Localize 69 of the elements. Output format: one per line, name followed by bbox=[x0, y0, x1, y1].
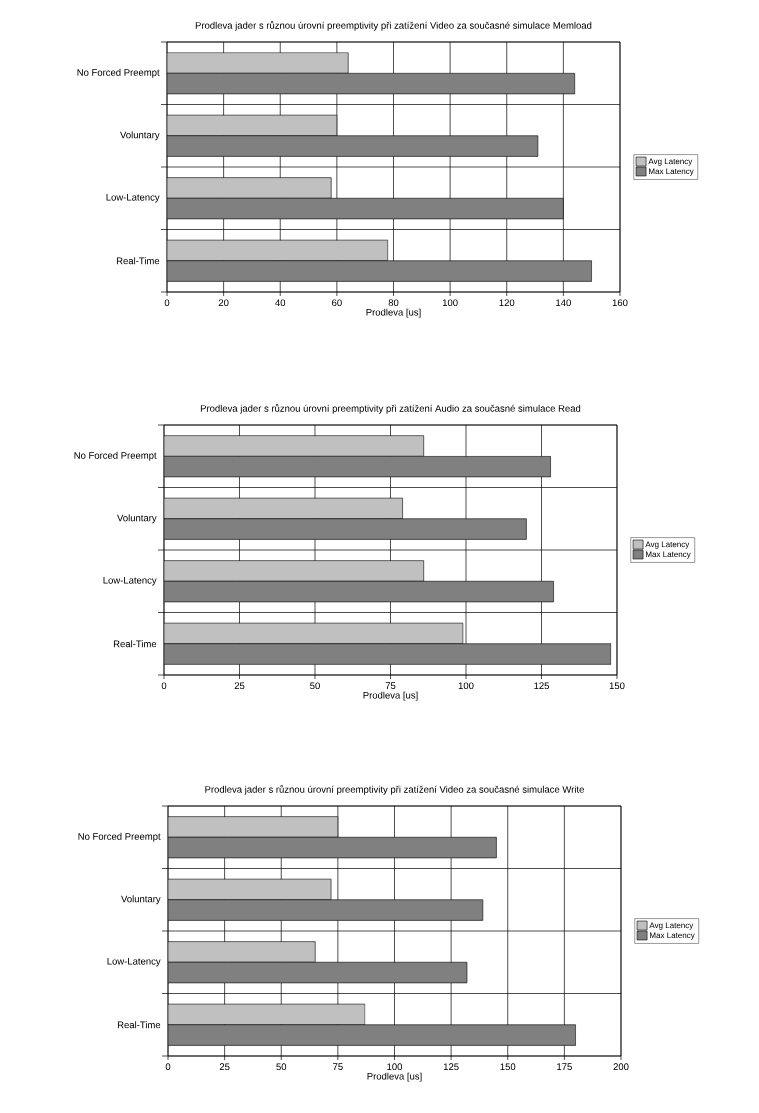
x-tick-label: 0 bbox=[164, 299, 170, 307]
y-tick-label: Voluntary bbox=[120, 131, 160, 141]
y-tick-label: No Forced Preempt bbox=[77, 68, 160, 78]
y-tick-label: Real-Time bbox=[117, 1021, 161, 1029]
bar bbox=[164, 455, 551, 478]
legend-label: Avg Latency bbox=[645, 541, 690, 549]
bar bbox=[164, 518, 527, 540]
x-tick-label: 20 bbox=[218, 299, 229, 307]
x-tick-label: 40 bbox=[275, 299, 286, 307]
bar bbox=[164, 497, 403, 520]
legend-label: Avg Latency bbox=[648, 158, 693, 166]
legend-label: Avg Latency bbox=[649, 922, 694, 930]
x-tick-label: 80 bbox=[388, 299, 399, 307]
bar bbox=[167, 177, 332, 199]
y-tick-label: Low-Latency bbox=[107, 958, 161, 967]
x-tick-label: 50 bbox=[310, 682, 320, 690]
bar bbox=[168, 816, 339, 838]
y-tick-label: Low-Latency bbox=[103, 577, 157, 586]
x-tick-label: 100 bbox=[458, 682, 474, 690]
y-tick-label: Real-Time bbox=[116, 257, 160, 265]
x-tick-label: 25 bbox=[219, 1063, 230, 1071]
legend-label: Max Latency bbox=[649, 168, 694, 176]
bar bbox=[168, 899, 484, 921]
x-tick-label: 25 bbox=[234, 682, 245, 690]
bar bbox=[164, 560, 425, 582]
x-tick-label: 150 bbox=[500, 1063, 516, 1071]
x-tick-label: 120 bbox=[499, 299, 515, 307]
x-tick-label: 160 bbox=[612, 299, 628, 307]
x-tick-label: 150 bbox=[609, 682, 625, 690]
x-tick-label: 200 bbox=[613, 1063, 629, 1071]
x-tick-label: 100 bbox=[387, 1063, 403, 1071]
x-tick-label: 75 bbox=[385, 682, 396, 690]
x-tick-label: 175 bbox=[557, 1063, 572, 1071]
chart-title: Prodleva jader s různou úrovní preemptivity při zatížení Audio za současné simulace Read bbox=[200, 404, 581, 414]
legend-label: Max Latency bbox=[646, 551, 691, 559]
x-tick-label: 100 bbox=[442, 299, 458, 307]
x-axis-title: Prodleva [us] bbox=[367, 1072, 422, 1082]
y-tick-label: Low-Latency bbox=[106, 194, 160, 203]
y-tick-label: Real-Time bbox=[113, 640, 157, 648]
x-tick-label: 140 bbox=[556, 299, 571, 307]
x-tick-label: 0 bbox=[161, 682, 167, 690]
chart-title: Prodleva jader s různou úrovní preemptivity při zatížení Video za současné simulace Memload bbox=[195, 21, 592, 31]
y-tick-label: No Forced Preempt bbox=[78, 832, 161, 842]
x-axis-title: Prodleva [us] bbox=[363, 691, 418, 701]
x-tick-label: 50 bbox=[276, 1063, 287, 1071]
x-tick-label: 125 bbox=[443, 1063, 459, 1071]
bar bbox=[168, 878, 332, 901]
bar bbox=[168, 961, 468, 984]
bar bbox=[168, 1024, 576, 1046]
x-tick-label: 75 bbox=[333, 1063, 343, 1071]
bar bbox=[167, 239, 389, 262]
y-tick-label: Voluntary bbox=[117, 514, 157, 524]
chart-title: Prodleva jader s různou úrovní preemptivity při zatížení Video za současné simulace Write bbox=[205, 785, 584, 795]
bar bbox=[168, 1003, 366, 1026]
y-tick-label: No Forced Preempt bbox=[74, 451, 157, 461]
legend-label: Max Latency bbox=[650, 932, 695, 940]
x-axis-title: Prodleva [us] bbox=[366, 308, 421, 318]
bar bbox=[164, 580, 554, 603]
bar bbox=[168, 836, 497, 859]
bar bbox=[167, 114, 338, 137]
x-tick-label: 125 bbox=[534, 682, 550, 690]
bar bbox=[164, 622, 464, 645]
y-tick-label: Voluntary bbox=[121, 895, 161, 905]
x-tick-label: 0 bbox=[165, 1063, 171, 1071]
bar bbox=[167, 52, 349, 74]
bar bbox=[164, 435, 425, 457]
bar bbox=[168, 941, 316, 963]
x-tick-label: 60 bbox=[332, 299, 342, 307]
bar bbox=[164, 643, 612, 665]
